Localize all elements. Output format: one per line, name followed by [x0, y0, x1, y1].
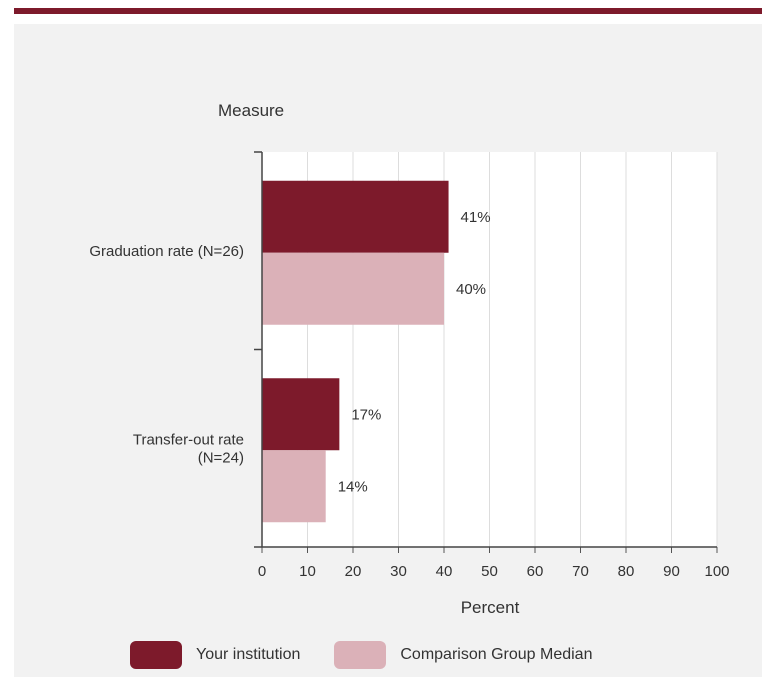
category-label-line2: (N=24)	[198, 449, 244, 466]
bar-comparison-median[interactable]	[262, 252, 444, 325]
x-tick-label: 70	[572, 563, 589, 580]
x-tick-label: 80	[618, 563, 635, 580]
bar-comparison-median[interactable]	[262, 450, 326, 523]
legend-item-your-institution[interactable]: Your institution	[130, 641, 300, 669]
x-tick-labels: 0 10 20 30 40 50 60 70 80 90 100	[258, 563, 730, 580]
x-tick-label: 60	[527, 563, 544, 580]
x-tick-label: 20	[345, 563, 362, 580]
legend-swatch-comparison-median	[334, 641, 387, 669]
x-tick-label: 0	[258, 563, 266, 580]
data-label: 41%	[461, 209, 491, 226]
x-tick-label: 40	[436, 563, 453, 580]
x-tick-label: 100	[704, 563, 729, 580]
bar-your-institution[interactable]	[262, 378, 340, 451]
top-accent-rule	[14, 8, 762, 14]
x-tick-label: 90	[663, 563, 680, 580]
bar-chart: Measure 0 10 20 30 40 50 60 70 80 90 100 Graduatio…	[89, 101, 730, 617]
data-label: 17%	[351, 406, 381, 423]
data-label: 14%	[338, 478, 368, 495]
legend-label-comparison-median: Comparison Group Median	[400, 646, 593, 663]
category-labels: Graduation rate (N=26) Transfer-out rate(…	[89, 243, 244, 467]
category-label: Transfer-out rate	[133, 431, 244, 448]
chart-title: Measure	[218, 101, 284, 120]
legend-label-your-institution: Your institution	[196, 646, 301, 663]
data-labels: 41% 40% 17% 14%	[338, 209, 491, 496]
x-axis-label: Percent	[461, 598, 520, 617]
legend-item-comparison-median[interactable]: Comparison Group Median	[334, 641, 592, 669]
legend: Your institution Comparison Group Median	[130, 640, 626, 670]
category-label: Graduation rate (N=26)	[89, 243, 244, 260]
x-tick-label: 50	[481, 563, 498, 580]
legend-swatch-your-institution	[130, 641, 182, 669]
x-tick-label: 10	[299, 563, 316, 580]
axes	[254, 151, 718, 553]
bars	[262, 180, 449, 523]
bar-your-institution[interactable]	[262, 180, 449, 253]
x-tick-label: 30	[390, 563, 407, 580]
data-label: 40%	[456, 281, 486, 298]
